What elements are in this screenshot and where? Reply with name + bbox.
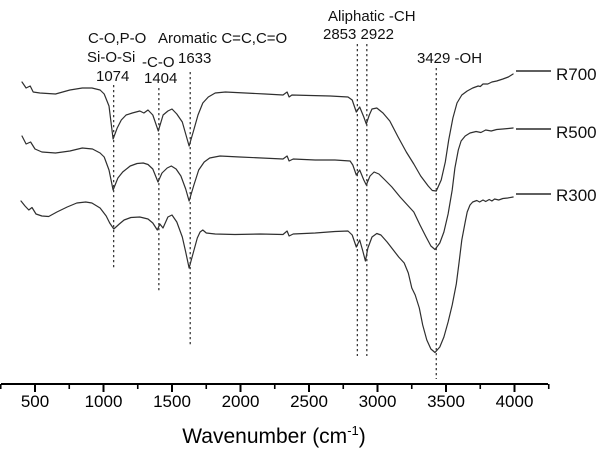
spectrum-curve-r500 [21,127,514,251]
x-axis-title: Wavenumber (cm-1) [0,423,548,448]
series-label-r300: R300 [556,186,597,205]
peak-label: C-O,P-O [88,30,147,47]
peak-label: 3429 -OH [417,50,483,67]
spectrum-curve-r300 [20,196,514,354]
x-tick-label-1500: 1500 [153,392,191,411]
peak-label: 1404 [144,70,178,87]
x-tick-label-2000: 2000 [221,392,260,411]
peak-label: -C-O [142,54,175,71]
peak-label: 1633 [178,50,212,67]
x-tick-labels: 500 1000 1500 2000 2500 3000 3500 4000 [0,392,600,415]
x-tick-label-500: 500 [20,392,50,411]
peak-label: Aromatic C=C,C=O [158,30,288,47]
x-tick-label-3500: 3500 [427,392,465,411]
x-tick-label-4000: 4000 [495,392,534,411]
peak-label: 2853 2922 [323,26,394,43]
x-axis-title-close: ) [358,425,366,448]
x-tick-label-1000: 1000 [84,392,123,411]
x-tick-label-2500: 2500 [290,392,328,411]
series-label-r500: R500 [556,123,597,142]
peak-label: Si-O-Si [87,49,136,66]
x-tick-label-3000: 3000 [358,392,397,411]
series-label-r700: R700 [556,65,597,84]
peak-label: Aliphatic -CH [328,8,416,25]
spectrum-curve-r700 [21,73,514,192]
x-axis-title-text: Wavenumber (cm [182,425,348,448]
x-axis-title-superscript: -1 [347,423,359,438]
peak-label: 1074 [96,68,130,85]
